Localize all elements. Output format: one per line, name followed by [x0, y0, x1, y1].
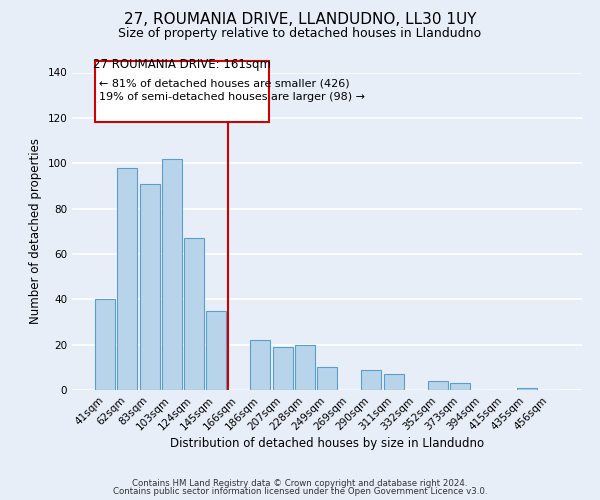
Text: 27 ROUMANIA DRIVE: 161sqm: 27 ROUMANIA DRIVE: 161sqm [93, 58, 271, 71]
Text: Contains public sector information licensed under the Open Government Licence v3: Contains public sector information licen… [113, 487, 487, 496]
Bar [361, 370, 382, 390]
Text: 27, ROUMANIA DRIVE, LLANDUDNO, LL30 1UY: 27, ROUMANIA DRIVE, LLANDUDNO, LL30 1UY [124, 12, 476, 28]
Bar [517, 388, 536, 390]
Bar [140, 184, 160, 390]
Text: ← 81% of detached houses are smaller (426): ← 81% of detached houses are smaller (42… [98, 79, 349, 89]
Bar [295, 344, 315, 390]
Bar [206, 310, 226, 390]
Bar [118, 168, 137, 390]
Text: Size of property relative to detached houses in Llandudno: Size of property relative to detached ho… [118, 28, 482, 40]
Bar [162, 158, 182, 390]
Bar [383, 374, 404, 390]
Text: Contains HM Land Registry data © Crown copyright and database right 2024.: Contains HM Land Registry data © Crown c… [132, 478, 468, 488]
X-axis label: Distribution of detached houses by size in Llandudno: Distribution of detached houses by size … [170, 438, 484, 450]
Bar [184, 238, 204, 390]
Bar [250, 340, 271, 390]
FancyBboxPatch shape [95, 61, 269, 122]
Y-axis label: Number of detached properties: Number of detached properties [29, 138, 42, 324]
Bar [450, 383, 470, 390]
Bar [317, 368, 337, 390]
Bar [272, 347, 293, 390]
Text: 19% of semi-detached houses are larger (98) →: 19% of semi-detached houses are larger (… [98, 92, 365, 102]
Bar [95, 300, 115, 390]
Bar [428, 381, 448, 390]
